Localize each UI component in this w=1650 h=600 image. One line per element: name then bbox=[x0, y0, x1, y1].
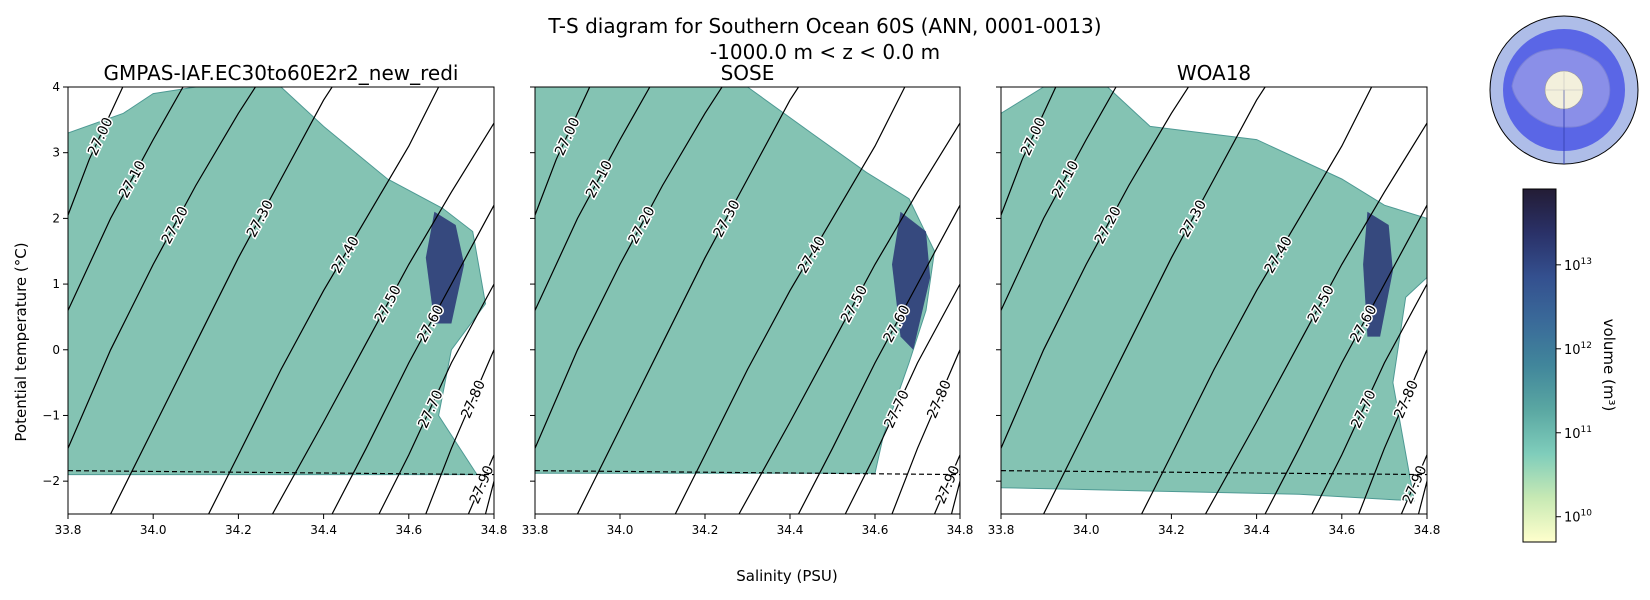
density-contour bbox=[1358, 349, 1427, 514]
colorbar-bar bbox=[1522, 188, 1557, 543]
x-tick-label: 34.2 bbox=[692, 523, 719, 537]
density-contour bbox=[1001, 87, 1057, 216]
density-contour bbox=[535, 87, 651, 311]
colorbar-tick-label: 1010 bbox=[1564, 509, 1592, 526]
y-tick-label: 3 bbox=[52, 146, 60, 160]
panel-frame bbox=[534, 86, 961, 515]
x-tick-label: 34.6 bbox=[395, 523, 422, 537]
y-tick-label: 4 bbox=[52, 80, 60, 94]
colorbar-tick-label: 1011 bbox=[1564, 425, 1592, 442]
density-contour bbox=[1001, 87, 1190, 449]
figure-subtitle: -1000.0 m < z < 0.0 m bbox=[710, 40, 940, 64]
y-axis-label: Potential temperature (°C) bbox=[12, 242, 30, 441]
density-contour bbox=[674, 87, 906, 514]
colorbar-label: volume (m³) bbox=[1600, 319, 1618, 412]
density-contour bbox=[68, 87, 124, 216]
density-contour bbox=[467, 454, 494, 514]
density-contour bbox=[933, 454, 960, 514]
x-tick-label: 34.4 bbox=[310, 523, 337, 537]
y-tick-label: −2 bbox=[42, 474, 60, 488]
x-tick-label: 34.0 bbox=[1073, 523, 1100, 537]
density-contour bbox=[208, 87, 440, 514]
density-contour bbox=[110, 87, 333, 514]
density-contour bbox=[1001, 87, 1117, 311]
x-tick-label: 34.8 bbox=[947, 523, 974, 537]
panel-title: GMPAS-IAF.EC30to60E2r2_new_redi bbox=[104, 61, 459, 85]
x-tick-label: 34.0 bbox=[140, 523, 167, 537]
volume-envelope bbox=[1001, 87, 1427, 502]
x-tick-label: 33.8 bbox=[522, 523, 549, 537]
density-contour bbox=[484, 479, 494, 514]
freezing-line bbox=[535, 470, 960, 476]
x-tick-label: 34.0 bbox=[607, 523, 634, 537]
density-contour bbox=[950, 479, 960, 514]
volume-core bbox=[1363, 211, 1393, 337]
panel-title: WOA18 bbox=[1177, 61, 1251, 85]
x-tick-label: 34.2 bbox=[1158, 523, 1185, 537]
colorbar-tick-label: 1012 bbox=[1564, 341, 1592, 358]
x-tick-label: 34.6 bbox=[862, 523, 889, 537]
x-tick-label: 34.8 bbox=[1414, 523, 1441, 537]
density-contour bbox=[425, 349, 494, 514]
panel-title: SOSE bbox=[721, 61, 775, 85]
antarctica-inset-map bbox=[1489, 15, 1639, 165]
x-tick-label: 33.8 bbox=[55, 523, 82, 537]
density-contour bbox=[844, 283, 960, 514]
colorbar: volume (m³) 1010 1011 1012 1013 bbox=[1522, 188, 1618, 543]
density-contour bbox=[68, 87, 184, 311]
density-contour bbox=[891, 349, 960, 514]
x-tick-label: 34.4 bbox=[1243, 523, 1270, 537]
figure-title: T-S diagram for Southern Ocean 60S (ANN,… bbox=[547, 14, 1101, 38]
x-tick-label: 34.8 bbox=[481, 523, 508, 537]
panel-frame bbox=[67, 86, 495, 515]
density-contour bbox=[1264, 204, 1427, 514]
y-tick-label: −1 bbox=[42, 408, 60, 422]
density-contour bbox=[1204, 122, 1427, 514]
volume-envelope bbox=[68, 87, 487, 476]
density-contour bbox=[535, 87, 723, 449]
density-contour bbox=[378, 283, 494, 514]
y-tick-label: 2 bbox=[52, 211, 60, 225]
density-contour bbox=[1400, 454, 1427, 514]
x-tick-label: 34.6 bbox=[1328, 523, 1355, 537]
density-contour bbox=[738, 122, 960, 514]
density-contour bbox=[576, 87, 800, 514]
volume-core bbox=[892, 211, 931, 350]
density-contour bbox=[1311, 283, 1427, 514]
density-contour bbox=[797, 204, 960, 514]
density-contour bbox=[535, 87, 591, 216]
volume-core bbox=[425, 211, 465, 324]
x-axis-label: Salinity (PSU) bbox=[736, 567, 838, 585]
density-contour bbox=[1043, 87, 1266, 514]
panel-frame bbox=[1000, 86, 1428, 515]
density-contour bbox=[1141, 87, 1373, 514]
y-tick-label: 0 bbox=[52, 343, 60, 357]
density-contour bbox=[1417, 479, 1427, 514]
density-contour bbox=[271, 122, 494, 514]
x-tick-label: 33.8 bbox=[988, 523, 1015, 537]
x-tick-label: 34.2 bbox=[225, 523, 252, 537]
freezing-line bbox=[68, 470, 494, 476]
density-contour bbox=[331, 204, 494, 514]
density-contour bbox=[68, 87, 257, 449]
x-tick-label: 34.4 bbox=[777, 523, 804, 537]
freezing-line bbox=[1001, 470, 1427, 476]
y-tick-label: 1 bbox=[52, 277, 60, 291]
colorbar-tick-label: 1013 bbox=[1564, 257, 1592, 274]
